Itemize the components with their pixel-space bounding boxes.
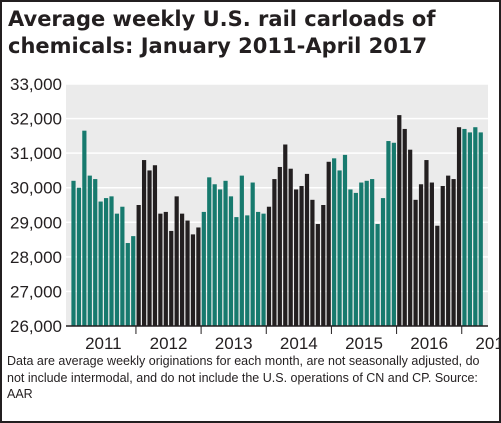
bar-2012 [169,230,174,326]
chart-title: Average weekly U.S. rail carloads of che… [8,7,436,58]
bar-2013 [218,189,223,326]
y-tick-label: 33,000 [10,75,62,94]
bar-2014 [304,173,310,326]
x-tick-label: 2011 [85,334,122,353]
bar-2012 [147,170,152,326]
bar-2011 [93,179,98,326]
bar-2014 [266,206,272,326]
bar-2012 [185,220,190,326]
bar-2016 [451,179,456,326]
x-tick-label: 2013 [215,334,253,353]
bar-2015 [353,192,358,326]
bar-2012 [158,213,163,326]
bar-2017 [467,132,472,326]
bar-2017 [473,127,478,326]
bar-2011 [76,187,82,326]
bar-2011 [82,130,87,326]
bar-2012 [141,160,147,326]
bar-2017 [462,128,467,326]
chart-source-note: Data are average weekly originations for… [7,354,480,401]
bar-2016 [456,127,462,326]
bar-2015 [370,179,375,326]
bar-2015 [386,141,391,326]
bar-2011 [125,243,130,326]
x-tick-label: 2014 [280,334,318,353]
bar-2016 [418,184,424,326]
bar-2015 [332,158,337,326]
bar-2013 [223,180,228,326]
y-tick-label: 26,000 [10,317,62,336]
y-tick-label: 29,000 [10,213,62,232]
bar-2016 [440,185,445,326]
bar-2016 [429,182,434,326]
bar-2011 [71,180,76,326]
bar-2012 [163,211,168,326]
bar-2015 [337,170,342,326]
y-tick-label: 32,000 [10,110,62,129]
bar-2017 [478,132,483,326]
bar-2015 [348,189,353,326]
bar-2014 [321,205,326,326]
bar-2013 [239,175,244,326]
bar-2013 [201,211,206,326]
bar-2013 [228,196,234,326]
y-tick-label: 28,000 [10,248,62,267]
bar-2011 [98,201,103,326]
x-tick-label: 2012 [150,334,188,353]
bar-2013 [250,182,255,326]
bar-2015 [364,180,369,326]
bar-2015 [380,198,386,326]
bar-2016 [402,128,407,326]
bar-2012 [152,165,158,326]
bar-2011 [109,196,114,326]
bar-2016 [413,199,418,326]
bar-2014 [299,185,304,326]
bar-2014 [288,168,293,326]
bar-2015 [342,154,348,326]
bar-2016 [446,175,451,326]
bar-2013 [261,213,266,326]
bar-2012 [136,205,141,326]
bar-2014 [277,166,282,326]
bar-2014 [283,144,288,326]
bar-2014 [272,179,277,326]
bar-2015 [391,142,396,326]
bar-2013 [245,215,250,326]
bar-2013 [207,177,212,326]
bar-2013 [256,211,261,326]
y-tick-label: 30,000 [10,179,62,198]
bar-2014 [326,161,331,326]
y-tick-label: 27,000 [10,282,62,301]
bar-2013 [234,217,239,326]
x-tick-label: 2015 [345,334,383,353]
bar-2012 [190,234,196,326]
bar-2012 [174,196,179,326]
bar-2011 [114,213,120,326]
x-tick-label: 2017 [475,334,501,353]
bar-2011 [120,206,125,326]
y-tick-label: 31,000 [10,144,62,163]
bar-2014 [310,199,315,326]
bar-2015 [359,182,364,326]
bar-2016 [435,225,440,326]
bar-2016 [408,149,413,326]
bar-2014 [315,224,320,326]
bar-2011 [87,175,92,326]
bar-2016 [424,160,429,326]
x-tick-label: 2016 [410,334,448,353]
bar-2012 [180,213,185,326]
bar-2011 [103,198,109,326]
bar-2014 [294,189,299,326]
bar-2012 [196,227,201,326]
bar-2015 [375,224,380,326]
bar-2013 [212,184,217,326]
bar-2011 [131,236,136,326]
bar-2016 [397,115,402,326]
